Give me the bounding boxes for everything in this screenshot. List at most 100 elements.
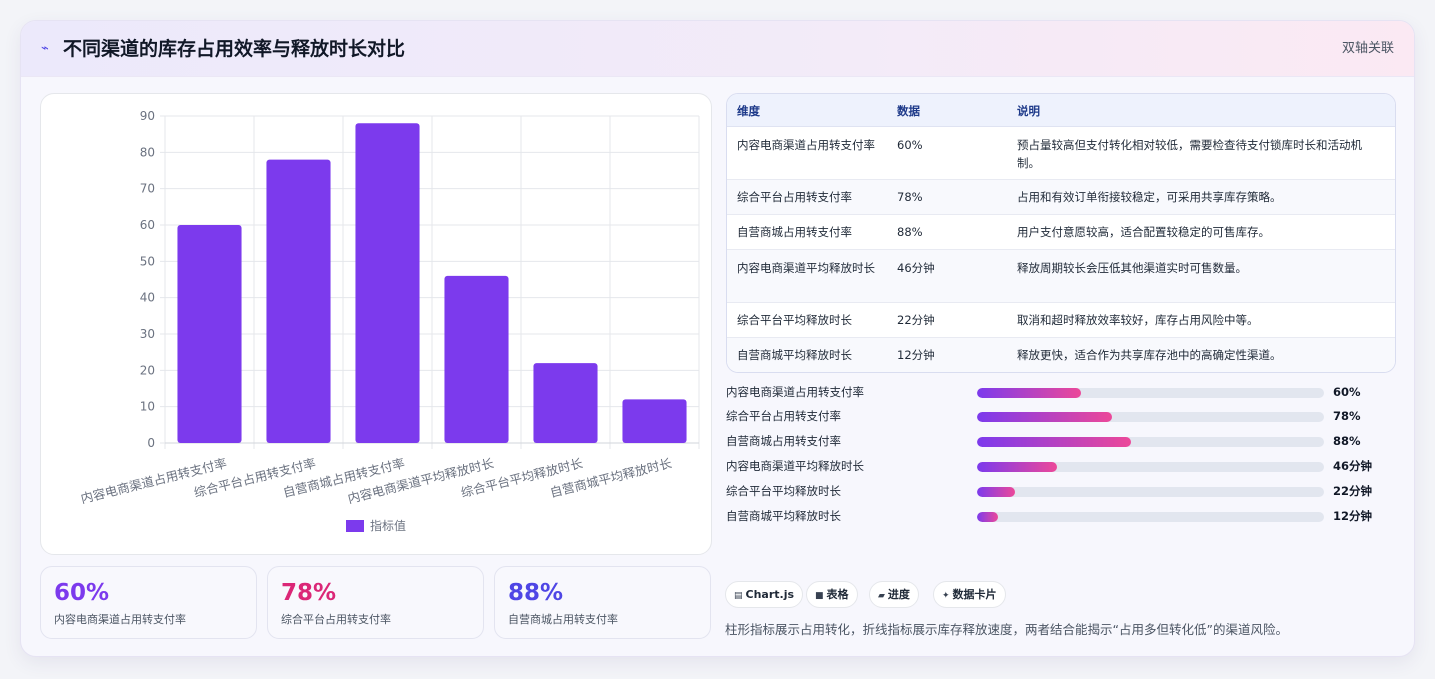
progress-track bbox=[977, 388, 1324, 398]
progress-label: 自营商城平均释放时长 bbox=[726, 509, 841, 523]
table-row: 自营商城平均释放时长 12分钟 释放更快，适合作为共享库存池中的高确定性渠道。 bbox=[727, 338, 1395, 372]
stat-card-platform: 78% 综合平台占用转支付率 bbox=[267, 566, 484, 639]
legend-label: 指标值 bbox=[370, 518, 406, 533]
dual-axis-tag: 双轴关联 bbox=[1341, 41, 1394, 56]
cell-dimension: 综合平台占用转支付率 bbox=[737, 190, 852, 204]
card-header: ⌁ 不同渠道的库存占用效率与释放时长对比 双轴关联 bbox=[21, 21, 1414, 77]
bar bbox=[266, 159, 331, 443]
chip-progress[interactable]: ▰ 进度 bbox=[869, 581, 919, 608]
bar-chart: 0102030405060708090内容电商渠道占用转支付率综合平台占用转支付… bbox=[79, 109, 700, 533]
progress-value: 88% bbox=[1333, 434, 1361, 448]
chip-label: 数据卡片 bbox=[952, 588, 997, 601]
progress-fill bbox=[977, 437, 1132, 447]
bar bbox=[622, 399, 687, 443]
x-tick-label: 内容电商渠道占用转支付率 bbox=[79, 455, 228, 506]
progress-track bbox=[977, 462, 1324, 472]
progress-row: 内容电商渠道平均释放时长 46分钟 bbox=[726, 458, 1396, 474]
cell-note: 释放周期较长会压低其他渠道实时可售数量。 bbox=[1017, 261, 1247, 275]
progress-label: 内容电商渠道平均释放时长 bbox=[726, 459, 864, 473]
footnote: 柱形指标展示占用转化，折线指标展示库存释放速度，两者结合能揭示“占用多但转化低”… bbox=[725, 622, 1288, 637]
y-tick-label: 0 bbox=[147, 436, 155, 450]
data-table: 维度 数据 说明 内容电商渠道占用转支付率 60% 预占量较高但支付转化相对较低… bbox=[726, 93, 1396, 373]
stat-card-content-ecommerce: 60% 内容电商渠道占用转支付率 bbox=[40, 566, 257, 639]
bar bbox=[177, 225, 242, 443]
stat-value: 78% bbox=[281, 580, 337, 606]
stat-label: 综合平台占用转支付率 bbox=[281, 613, 391, 626]
cell-note: 用户支付意愿较高，适合配置较稳定的可售库存。 bbox=[1017, 225, 1270, 239]
progress-track bbox=[977, 437, 1324, 447]
progress-row: 自营商城占用转支付率 88% bbox=[726, 433, 1396, 449]
cell-note: 预占量较高但支付转化相对较低，需要检查待支付锁库时长和活动机制。 bbox=[1017, 138, 1362, 170]
table-row: 自营商城占用转支付率 88% 用户支付意愿较高，适合配置较稳定的可售库存。 bbox=[727, 215, 1395, 250]
cell-dimension: 自营商城占用转支付率 bbox=[737, 225, 852, 239]
cell-note: 释放更快，适合作为共享库存池中的高确定性渠道。 bbox=[1017, 348, 1282, 362]
progress-fill bbox=[977, 412, 1113, 422]
progress-label: 综合平台平均释放时长 bbox=[726, 484, 841, 498]
stat-label: 自营商城占用转支付率 bbox=[508, 613, 618, 626]
table-row: 综合平台平均释放时长 22分钟 取消和超时释放效率较好，库存占用风险中等。 bbox=[727, 303, 1395, 338]
bar-chart-panel: 0 10 20 30 40 50 60 70 80 90 内容电商渠道占用转支付率 综合平台占用转支付… bbox=[40, 93, 712, 555]
sparkle-icon: ✦ bbox=[942, 591, 950, 601]
cell-dimension: 内容电商渠道占用转支付率 bbox=[737, 138, 875, 152]
progress-fill bbox=[977, 388, 1082, 398]
cell-value: 88% bbox=[897, 225, 923, 239]
progress-value: 78% bbox=[1333, 409, 1361, 423]
progress-value: 12分钟 bbox=[1333, 509, 1373, 523]
stat-value: 60% bbox=[54, 580, 110, 606]
page-title: 不同渠道的库存占用效率与释放时长对比 bbox=[63, 38, 406, 60]
progress-label: 自营商城占用转支付率 bbox=[726, 434, 841, 448]
y-tick-label: 60 bbox=[140, 218, 155, 232]
y-tick-label: 10 bbox=[140, 400, 155, 414]
chip-label: Chart.js bbox=[745, 588, 795, 601]
y-tick-label: 20 bbox=[140, 363, 155, 377]
progress-row: 内容电商渠道占用转支付率 60% bbox=[726, 384, 1396, 400]
y-tick-label: 70 bbox=[140, 182, 155, 196]
cell-value: 22分钟 bbox=[897, 313, 935, 327]
progress-fill bbox=[977, 512, 998, 522]
progress-value: 46分钟 bbox=[1333, 459, 1373, 473]
progress-value: 22分钟 bbox=[1333, 484, 1373, 498]
column-header-note: 说明 bbox=[1017, 104, 1040, 118]
legend-swatch bbox=[346, 520, 364, 532]
progress-track bbox=[977, 512, 1324, 522]
progress-row: 综合平台占用转支付率 78% bbox=[726, 408, 1396, 424]
stat-card-self-mall: 88% 自营商城占用转支付率 bbox=[494, 566, 711, 639]
chip-label: 进度 bbox=[887, 588, 910, 601]
y-tick-label: 40 bbox=[140, 291, 155, 305]
bar bbox=[444, 275, 509, 443]
y-tick-label: 90 bbox=[140, 109, 155, 123]
progress-track bbox=[977, 412, 1324, 422]
table-header-row: 维度 数据 说明 bbox=[727, 94, 1395, 127]
y-tick-label: 50 bbox=[140, 254, 155, 268]
progress-track bbox=[977, 487, 1324, 497]
chip-chartjs[interactable]: ▤ Chart.js bbox=[725, 581, 804, 608]
progress-value: 60% bbox=[1333, 385, 1361, 399]
progress-fill bbox=[977, 487, 1016, 497]
progress-label: 内容电商渠道占用转支付率 bbox=[726, 385, 864, 399]
lightning-icon: ⌁ bbox=[41, 41, 49, 56]
cell-dimension: 内容电商渠道平均释放时长 bbox=[737, 261, 875, 275]
progress-row: 综合平台平均释放时长 22分钟 bbox=[726, 483, 1396, 499]
bar bbox=[533, 363, 598, 443]
cell-value: 78% bbox=[897, 190, 923, 204]
progress-label: 综合平台占用转支付率 bbox=[726, 409, 841, 423]
chip-table[interactable]: ■ 表格 bbox=[806, 581, 858, 608]
y-tick-label: 30 bbox=[140, 327, 155, 341]
cell-dimension: 综合平台平均释放时长 bbox=[737, 313, 852, 327]
cell-dimension: 自营商城平均释放时长 bbox=[737, 348, 852, 362]
stat-label: 内容电商渠道占用转支付率 bbox=[54, 613, 186, 626]
chip-label: 表格 bbox=[826, 588, 849, 601]
cell-value: 46分钟 bbox=[897, 261, 935, 275]
table-row: 内容电商渠道平均释放时长 46分钟 释放周期较长会压低其他渠道实时可售数量。 bbox=[727, 250, 1395, 303]
cell-note: 占用和有效订单衔接较稳定，可采用共享库存策略。 bbox=[1017, 190, 1282, 204]
table-row: 内容电商渠道占用转支付率 60% 预占量较高但支付转化相对较低，需要检查待支付锁… bbox=[727, 127, 1395, 180]
table-row: 综合平台占用转支付率 78% 占用和有效订单衔接较稳定，可采用共享库存策略。 bbox=[727, 180, 1395, 215]
main-card: ⌁ 不同渠道的库存占用效率与释放时长对比 双轴关联 0 10 20 30 40 50 60 7… bbox=[20, 20, 1415, 657]
table-icon: ■ bbox=[815, 591, 824, 601]
cell-value: 12分钟 bbox=[897, 348, 935, 362]
progress-icon: ▰ bbox=[878, 591, 885, 601]
column-header-data: 数据 bbox=[897, 104, 920, 118]
cell-note: 取消和超时释放效率较好，库存占用风险中等。 bbox=[1017, 313, 1259, 327]
chip-data-card[interactable]: ✦ 数据卡片 bbox=[933, 581, 1006, 608]
cell-value: 60% bbox=[897, 138, 923, 152]
